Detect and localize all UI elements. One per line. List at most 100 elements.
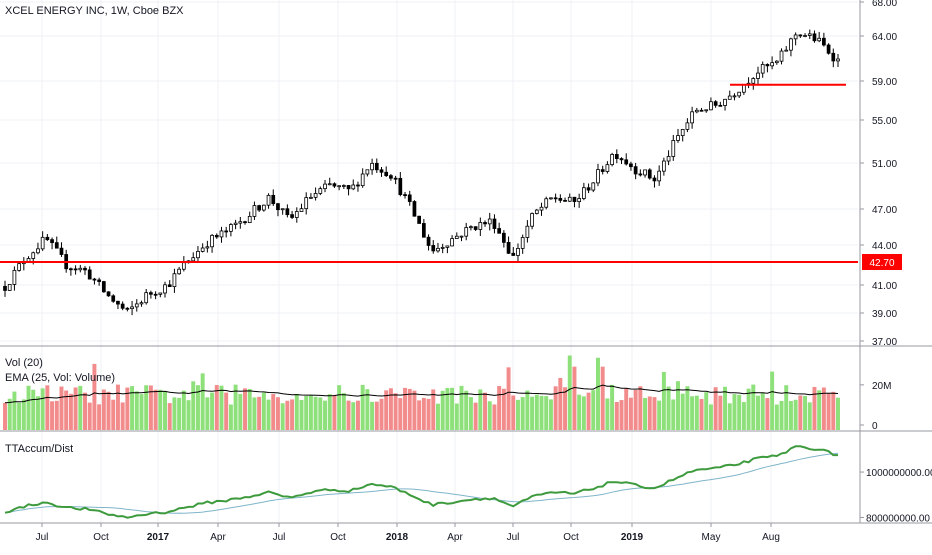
candle [360,173,365,187]
candle [699,109,704,112]
volume-bar [87,402,92,430]
volume-bar [257,396,262,430]
candle [789,38,793,51]
volume-bar [774,404,779,430]
volume-bar [553,386,558,430]
hline-price-tag-label: 42.70 [869,258,894,269]
candle [97,279,101,282]
candle [191,257,196,262]
candle [723,98,727,106]
candle [407,194,412,202]
candle [106,291,111,297]
volume-bar [807,402,812,430]
candle [793,34,798,40]
candle [671,140,676,157]
candle [534,209,539,214]
candle [45,236,50,241]
candle [412,201,417,217]
candle [116,300,120,305]
volume-bar [21,399,26,430]
volume-bar [341,393,346,430]
volume-bar [676,381,680,430]
candle [247,215,252,223]
chart-title: XCEL ENERGY INC, 1W, Cboe BZX [5,5,184,17]
candle [398,177,403,196]
volume-bar [770,371,775,430]
volume-bar [31,389,36,430]
volume-bar [516,399,520,430]
volume-bar [671,399,676,430]
candle [54,242,59,249]
volume-bar [426,398,431,430]
volume-bar [708,404,713,430]
candle [704,109,709,112]
volume-bar [826,392,831,430]
candle [276,203,280,211]
time-tick-label-9: Oct [563,532,579,543]
volume-bar [821,387,826,430]
candle [266,194,271,206]
volume-bar [120,402,125,430]
candle [657,170,662,182]
candle [285,208,290,216]
candle [210,234,214,248]
volume-bar [346,400,351,430]
candle [586,187,591,191]
volume-bar [459,385,464,430]
volume-bar [685,386,690,430]
candle [125,307,130,310]
volume-bar [468,397,473,430]
volume-bar [275,397,280,430]
time-tick-label-5: Oct [330,532,346,543]
volume-bar [751,384,756,430]
price-tick-label-0: 68.00 [872,0,897,9]
candle [803,35,807,37]
volume-bar [304,395,309,430]
volume-bar [360,384,365,430]
candle [323,183,327,190]
volume-bar [803,395,808,430]
volume-bar [365,389,370,430]
volume-bar [200,373,205,430]
candle [478,222,483,230]
volume-bar [92,363,97,430]
price-tick-label-5: 47.00 [872,205,897,216]
candle [50,239,54,244]
volume-bar [191,381,196,430]
candle [727,95,732,100]
candle [318,188,323,194]
candle [153,293,158,296]
candle [822,37,826,46]
candle [172,273,177,288]
accum-tick-label-1: 800000000.00 [866,513,930,524]
volume-bar [501,388,506,430]
volume-bar [153,389,158,430]
volume-bar [610,384,615,430]
volume-bar [299,399,304,430]
volume-bar [97,404,102,430]
candle [393,177,398,180]
volume-bar [704,392,709,430]
volume-bar [431,389,436,430]
volume-bar [130,386,135,430]
candle [309,196,313,199]
candle [539,206,544,211]
candle [826,44,831,54]
volume-bar [483,392,488,430]
volume-bar [351,402,356,430]
volume-bar [497,386,502,430]
candle [662,160,666,172]
volume-bar [680,393,685,430]
candle [582,187,586,199]
candle [181,262,186,270]
volume-bar [35,396,40,430]
candle [812,33,817,42]
volume-bar [111,399,116,430]
candle [243,221,247,224]
candle [327,183,332,186]
volume-bar [596,357,600,430]
candle [224,230,229,233]
candle [12,269,17,285]
